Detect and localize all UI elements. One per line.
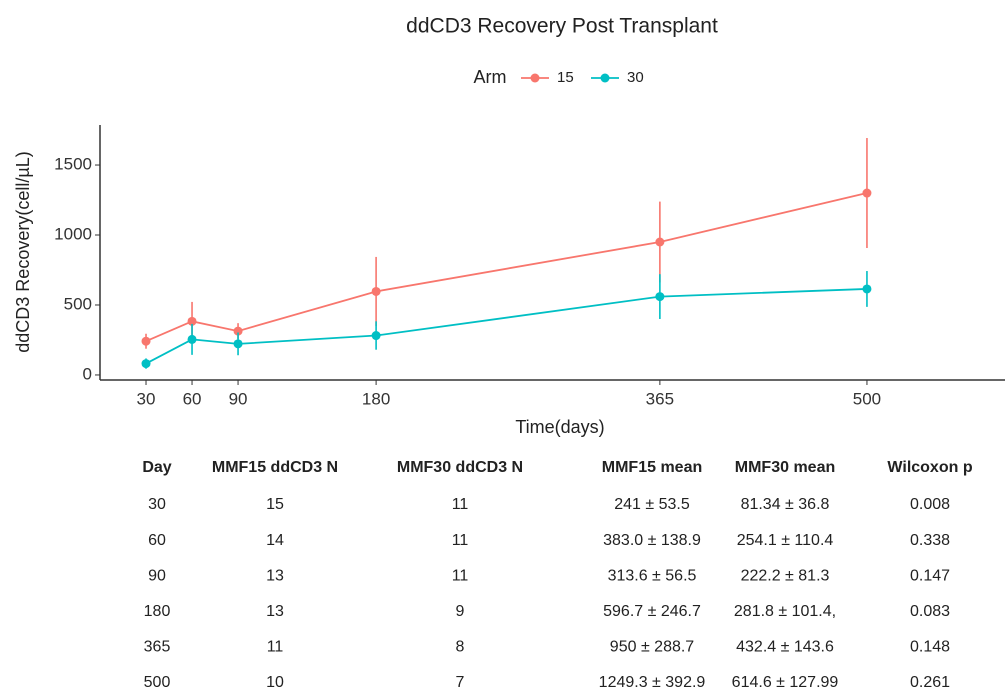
table-header: Day <box>142 459 171 476</box>
point <box>655 292 665 302</box>
x-tick-label: 500 <box>853 389 881 408</box>
y-tick-label: 0 <box>83 364 92 383</box>
table-header: MMF30 ddCD3 N <box>397 459 523 476</box>
point <box>862 284 872 294</box>
series-line <box>145 288 867 365</box>
table-cell: 9 <box>456 603 465 620</box>
x-tick-label: 60 <box>183 389 202 408</box>
table-cell: 0.338 <box>910 532 950 549</box>
legend-marker <box>530 73 540 83</box>
table-cell: 0.008 <box>910 496 950 513</box>
table-cell: 180 <box>144 603 171 620</box>
table-cell: 13 <box>266 567 284 584</box>
table-cell: 596.7 ± 246.7 <box>603 603 701 620</box>
point <box>371 331 381 341</box>
table-cell: 30 <box>148 496 166 513</box>
table-cell: 0.083 <box>910 603 950 620</box>
table-header: MMF15 ddCD3 N <box>212 459 338 476</box>
table-cell: 14 <box>266 532 284 549</box>
series-line <box>145 192 868 343</box>
point <box>655 237 665 247</box>
table-cell: 10 <box>266 674 284 691</box>
table-cell: 81.34 ± 36.8 <box>741 496 830 513</box>
table-cell: 313.6 ± 56.5 <box>608 567 697 584</box>
table-cell: 432.4 ± 143.6 <box>736 639 834 656</box>
y-tick-label: 500 <box>64 294 92 313</box>
legend-label: 15 <box>557 69 574 86</box>
table-cell: 0.261 <box>910 674 950 691</box>
table-cell: 281.8 ± 101.4, <box>734 603 836 620</box>
table-cell: 254.1 ± 110.4 <box>737 532 834 549</box>
point <box>141 336 151 346</box>
y-axis-label: ddCD3 Recovery(cell/µL) <box>13 151 33 352</box>
table-cell: 15 <box>266 496 284 513</box>
x-tick-label: 365 <box>646 389 674 408</box>
table-header: MMF30 mean <box>735 459 835 476</box>
point <box>233 339 243 349</box>
table-cell: 500 <box>144 674 171 691</box>
table-cell: 241 ± 53.5 <box>614 496 690 513</box>
table-cell: 11 <box>452 496 469 513</box>
table-cell: 90 <box>148 567 166 584</box>
x-tick-label: 180 <box>362 389 390 408</box>
table-cell: 950 ± 288.7 <box>610 639 695 656</box>
table-cell: 1249.3 ± 392.9 <box>599 674 706 691</box>
table-cell: 8 <box>456 639 465 656</box>
table-header: Wilcoxon p <box>887 459 972 476</box>
legend-title: Arm <box>474 67 507 87</box>
table-cell: 365 <box>144 639 171 656</box>
table-cell: 11 <box>452 567 469 584</box>
y-tick-label: 1500 <box>54 155 92 174</box>
table-cell: 13 <box>266 603 284 620</box>
point <box>141 359 151 369</box>
y-tick-label: 1000 <box>54 224 92 243</box>
table-header: MMF15 mean <box>602 459 702 476</box>
table-cell: 222.2 ± 81.3 <box>741 567 830 584</box>
point <box>187 334 197 344</box>
table-cell: 60 <box>148 532 166 549</box>
legend-label: 30 <box>627 69 644 86</box>
point <box>862 188 872 198</box>
point <box>371 286 381 296</box>
table-cell: 383.0 ± 138.9 <box>603 532 701 549</box>
chart-title: ddCD3 Recovery Post Transplant <box>406 15 718 38</box>
table-cell: 0.147 <box>910 567 950 584</box>
x-tick-label: 30 <box>137 389 156 408</box>
point <box>187 316 197 326</box>
point <box>233 326 243 336</box>
table-cell: 7 <box>456 674 465 691</box>
table-cell: 614.6 ± 127.99 <box>732 674 839 691</box>
legend-marker <box>600 73 610 83</box>
table-cell: 0.148 <box>910 639 950 656</box>
table-cell: 11 <box>267 639 284 656</box>
x-tick-label: 90 <box>229 389 248 408</box>
table-cell: 11 <box>452 532 469 549</box>
x-axis-label: Time(days) <box>515 417 604 437</box>
